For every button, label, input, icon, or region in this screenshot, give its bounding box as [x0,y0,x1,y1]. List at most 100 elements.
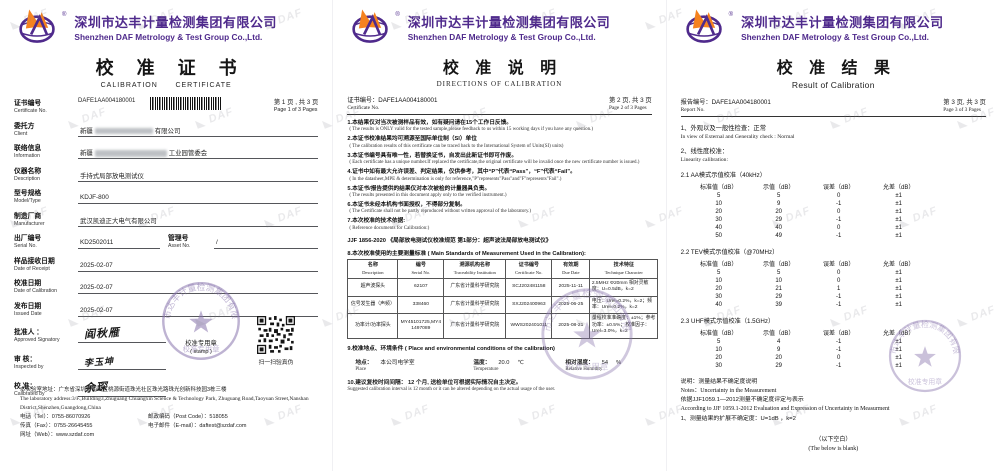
direction-item-en: ( The results presented in this document… [349,193,507,199]
label-en: Serial No. [14,243,37,249]
qr-code [257,316,295,354]
result-row: 30 29 -1 ±1 [715,217,902,223]
direction-item: 7.本次校准的技术依据: ( Reference documents for C… [347,218,651,232]
linearity-table-tev: 2.2 TEV模式示值校准（@70MHz） 标准值（dB） 示值（dB） 误差（dB… [681,247,986,309]
env-rh-value: 54 [601,359,609,366]
direction-item-en: ( The Certificate shall not be partly re… [349,209,532,215]
result-row: 20 20 0 ±1 [715,355,902,361]
stamp-label: 校准专用章 ( stamp ) [168,338,234,355]
blank-cn: （以下空白） [815,436,852,443]
report-number: DAFE1AA004180001 [711,99,771,106]
registered-mark: ® [395,11,400,18]
page2-header: ® 深圳市达丰计量检测集团有限公司 Shenzhen DAF Metrology… [351,8,651,45]
environment-labels-en: Place Temperature Relative Humidity [355,366,603,372]
label-en: Description [14,175,40,182]
standards-row: 超声波探头 62107 广东省计量科学研究院 SCJ202481158 2025-11… [347,277,659,297]
certificate-number: DAFE1AA004180001 [78,98,136,104]
standards-row: 信号发生器（声频） 338460 广东省计量科学研究院 SXJ202400963 20… [347,295,659,315]
label-cn: 审 核： [14,355,37,363]
signature-inspected: 李玉坤 [83,355,115,368]
lab-address-en: The laboratory address:3/F.,Building3,Zh… [20,396,309,412]
direction-item: 4.证书中如有最大允许误差、判定结果，仅供参考，其中“P”代表“Pass”，“F… [347,169,651,183]
lab-address-cn: 本实验室地址：广东省深圳市南山区桃源街道珠光社区珠光路珠光创新科技园3栋三楼 [20,387,227,393]
page-3-result-of-calibration: ® 深圳市达丰计量检测集团有限公司 Shenzhen DAF Metrology… [666,0,1000,471]
page1-header: ® 深圳市达丰计量检测集团有限公司 Shenzhen DAF Metrology… [18,8,318,45]
field-row-serial: 出厂编号 Serial No. KD2502011 管理号 Asset No. / [14,232,319,249]
table-title: 2.1 AA模式示值校准（40kHz） [680,172,766,179]
page-indicator-en: Page 3 of 3 Pages [943,107,981,113]
field-row-issued-date: 发布日期 Issued Date 2025-02-07 [14,300,319,317]
page2-certline: 证书编号：DAFE1AA004180001 Certificate No. 第 … [347,95,652,115]
label-cn: 校 准： [14,382,37,390]
direction-item: 2.本证书校准结果均可溯源至国际单位制（SI）单位 ( The calibrat… [347,136,651,150]
page-1-calibration-certificate: ® 深圳市达丰计量检测集团有限公司 Shenzhen DAF Metrology… [0,0,334,471]
label-cn: 管理号 [168,235,189,242]
blank-en: (The below is blank) [808,446,859,453]
table-title: 2.3 UHF模式示值校准（1.5GHz） [680,318,775,325]
email: 电子邮件（E-mail）：daftest@szdaf.com [148,423,247,430]
label-en: Certificate No. [14,108,47,114]
page-indicator: 第 3 页, 共 3 页 Page 3 of 3 Pages [943,97,986,113]
result-row: 40 40 0 ±1 [715,225,902,231]
direction-item: 6.本证书未经本机构书面授权，不得部分复制。 ( The Certificate… [347,202,651,216]
report-label-en: Report No. [680,107,705,113]
section-linearity: 2、线性度校准： Linearity calibration: [681,146,986,163]
result-table: 标准值（dB） 示值（dB） 误差（dB） 允差（dB） 5 5 0 ±1 10 10 0 ±1 20… [689,258,929,309]
page-indicator-cn: 第 1 页 , 共 3 页 [273,99,319,106]
company-name-cn: 深圳市达丰计量检测集团有限公司 [741,14,944,30]
field-row-receipt-date: 样品接收日期 Date of Receipt 2025-02-07 [14,255,319,272]
direction-item-en: ( In the datasheet,MPE & determination i… [349,176,562,182]
report-label-cn: 报告编号： [680,99,712,106]
direction-item-en: ( Each certificate has a unique number.I… [349,160,640,166]
direction-item: 1.本结果仅对当次被测样品有效，如有疑问请在15个工作日反馈。 ( The re… [347,120,651,134]
result-header-row: 标准值（dB） 示值（dB） 误差（dB） 允差（dB） [699,262,915,268]
registered-mark: ® [728,11,734,18]
page3-reportline: 报告编号：DAFE1AA004180001 Report No. 第 3 页, … [680,97,986,117]
result-table: 标准值（dB） 示值（dB） 误差（dB） 允差（dB） 5 5 0 ±1 10 9 -1 ±1 20… [689,181,929,240]
company-block: 深圳市达丰计量检测集团有限公司 Shenzhen DAF Metrology &… [741,12,944,42]
asset-value: / [214,236,319,249]
company-name-en: Shenzhen DAF Metrology & Test Group Co.,… [407,31,596,42]
linearity-table-uhf: 2.3 UHF模式示值校准（1.5GHz） 标准值（dB） 示值（dB） 误差（dB… [681,316,986,370]
label-cn: 发布日期 [14,302,42,310]
environment-heading: 9.校准地点、环境条件 ( Place and environmental co… [347,345,555,352]
cert-label-en: Certificate No. [347,105,380,111]
certificate-no-block: 证书编号：DAFE1AA004180001 Certificate No. [347,95,437,111]
result-header-row: 标准值（dB） 示值（dB） 误差（dB） 允差（dB） [699,331,915,337]
result-row: 10 9 -1 ±1 [715,201,902,207]
info-value: 新疆 工业园管委会 [78,145,319,159]
reference-document: JJF 1856-2020 《局部放电测试仪校准规范 第1部分：超声波法局部放电… [347,238,552,245]
calibration-date-value: 2025-02-07 [78,281,319,294]
standards-table: 名称 Description 编号 Serial No. 溯源机构名称 Traceab… [347,259,659,339]
direction-item-cn: 5.本证书/报告提供的结果仅对本次被检的计量器具负责。 [347,185,491,192]
standards-row: 功率计/功率探头 MY45101725,MY41497089 广东省计量科学研究院 … [347,313,659,339]
signature-approved: 阎秋雁 [83,326,121,341]
label-en: Manufacturer [14,220,45,227]
label-en: Issued Date [14,310,42,317]
direction-item-cn: 6.本证书未经本机构书面授权，不得部分复制。 [347,202,466,209]
section2-en: Linearity calibration: [680,157,729,163]
label-en: Calibrated by [14,390,45,397]
direction-item-cn: 4.证书中如有最大允许误差、判定结果，仅供参考，其中“P”代表“Pass”，“F… [347,169,576,176]
direction-item-en: ( The results is ONLY valid for the test… [349,127,594,133]
direction-item: 5.本证书/报告提供的结果仅对本次被检的计量器具负责。 ( The result… [347,186,651,200]
label-en: Inspected by [14,363,44,370]
result-row: 50 49 -1 ±1 [715,233,902,239]
notes-cn1: 说明：测量结果不确定度说明 [680,379,758,385]
daf-logo-icon [352,9,389,43]
result-row: 5 4 -1 ±1 [716,339,902,345]
notes-en2: According to JJF 1059.1-2012 Evaluation … [680,406,890,413]
notes-cn2: 依据JJF1059.1—2012测量不确定度评定与表示 [680,397,804,404]
post-code: 邮政编码（Post Code）：518055 [148,414,228,421]
company-name-en: Shenzhen DAF Metrology & Test Group Co.,… [741,31,929,42]
section1-en: In view of External and Generality check… [680,134,795,140]
description-value: 手持式局部放电测试仪 [78,168,319,182]
field-row-model: 型号规格 Model/Type KDJF-800 [14,187,319,204]
certificate-no-label: 证书编号 Certificate No. [14,97,78,114]
result-row: 10 9 -1 ±1 [715,347,902,353]
result-row: 30 29 -1 ±1 [715,294,902,300]
blank-below-note: （以下空白） (The below is blank) [681,436,986,455]
field-row-description: 仪器名称 Description 手持式局部放电测试仪 [14,165,319,182]
table-title: 2.2 TEV模式示值校准（@70MHz） [680,249,779,256]
interval-en: Suggested calibration interval is 12 mon… [347,387,556,393]
